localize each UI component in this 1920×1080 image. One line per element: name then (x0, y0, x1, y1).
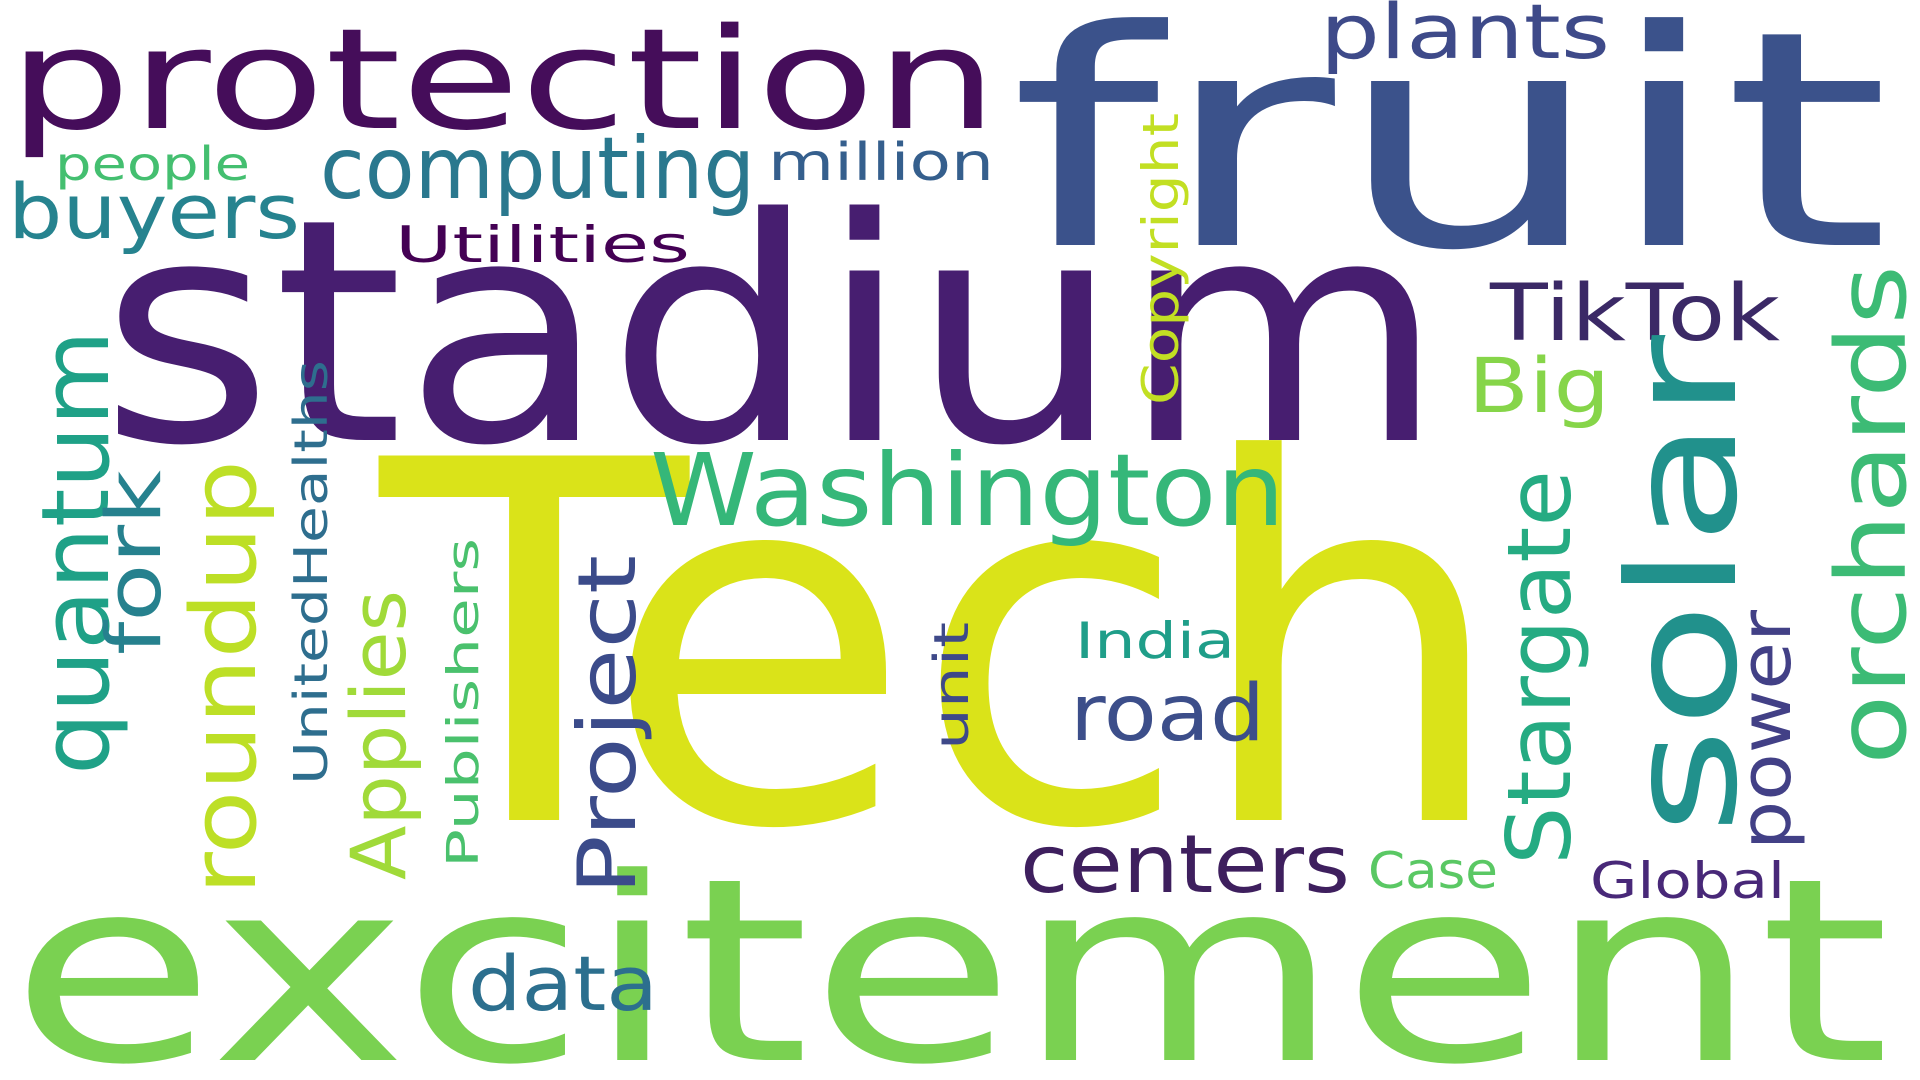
word-plants: plants (1320, 0, 1610, 76)
word-power: power (1725, 610, 1807, 850)
word-unit: unit (924, 622, 980, 750)
word-road: road (1070, 669, 1265, 759)
word-utilities: Utilities (395, 216, 690, 274)
word-roundup: roundup (172, 460, 277, 895)
word-project: Project (561, 555, 654, 895)
word-protection: protection (8, 0, 998, 162)
word-washington: Washington (650, 432, 1285, 549)
word-stadium: stadium (100, 153, 1445, 514)
word-tech: Tech (372, 356, 1510, 938)
word-fork: fork (89, 470, 178, 655)
word-copyright: Copyright (1132, 113, 1190, 405)
word-buyers: buyers (8, 167, 300, 256)
word-india: India (1075, 612, 1235, 670)
word-case: Case (1368, 842, 1498, 900)
word-people: people (55, 137, 250, 191)
word-applies: Applies (334, 590, 423, 880)
word-centers: centers (1020, 818, 1350, 911)
word-big: Big (1468, 341, 1610, 430)
word-million: million (768, 133, 994, 193)
word-unitedhealths: UnitedHealths (284, 360, 338, 785)
word-excitement: excitement (10, 824, 1890, 1080)
word-stargate: Stargate (1488, 470, 1591, 865)
word-publishers: Publishers (438, 538, 489, 868)
word-tiktok: TikTok (1489, 269, 1780, 359)
word-computing: computing (320, 119, 755, 219)
word-data: data (468, 939, 658, 1028)
word-global: Global (1590, 852, 1785, 910)
word-quantum: quantum (22, 330, 131, 775)
word-fruit: fruit (1010, 0, 1890, 316)
word-solar: solar (1597, 335, 1771, 835)
word-orchards: orchards (1816, 265, 1920, 765)
